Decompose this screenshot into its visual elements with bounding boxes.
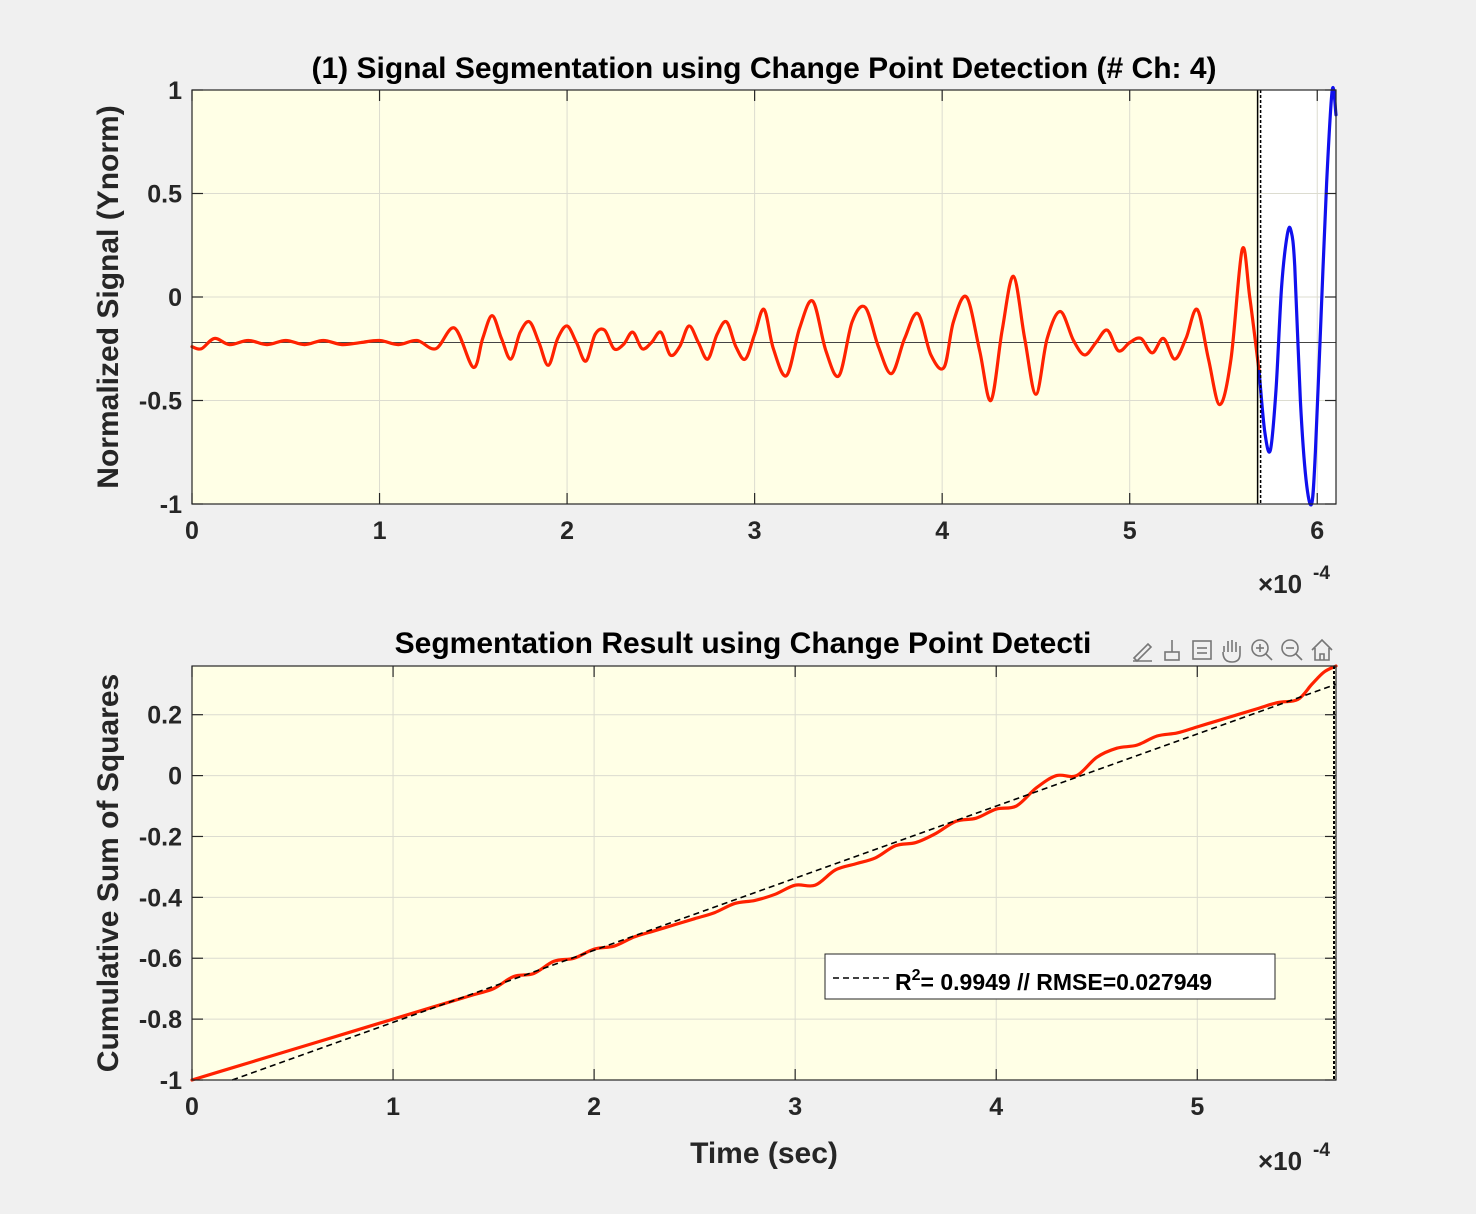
legend-label-sup: 2 <box>912 967 921 984</box>
legend-label-r: R <box>895 969 912 995</box>
y-tick-label: 0 <box>168 763 182 791</box>
y-tick-label: 0.2 <box>147 702 182 730</box>
chart-title: (1) Signal Segmentation using Change Poi… <box>311 52 1216 85</box>
zoom-out-icon[interactable] <box>1281 639 1303 661</box>
x-tick-label: 2 <box>560 517 574 545</box>
x-tick-label: 4 <box>989 1093 1003 1121</box>
home-icon[interactable] <box>1311 638 1333 661</box>
legend: R2= 0.9949 // RMSE=0.027949 <box>824 953 1276 1000</box>
brush-body <box>1164 651 1180 661</box>
chart-title: Segmentation Result using Change Point D… <box>395 627 1092 660</box>
exponent-power: -4 <box>1313 1140 1330 1161</box>
x-tick-label: 1 <box>386 1093 400 1121</box>
x-exponent-label: ×10 -4 <box>1258 1140 1330 1176</box>
hand-shape <box>1222 640 1241 663</box>
series-line-0 <box>190 664 1338 1082</box>
axes-box <box>191 665 1337 1081</box>
segment-background <box>192 666 1336 1080</box>
axes-toolbar <box>1132 638 1333 663</box>
legend-label-rest: = 0.9949 // RMSE=0.027949 <box>921 969 1213 995</box>
top-axes: 0 1 2 3 4 5 6 1 0.5 0 -0.5 -1 (1) Signal Segmentatio… <box>92 52 1338 599</box>
lens <box>1251 639 1269 657</box>
x-tick-label: 0 <box>185 1093 199 1121</box>
exponent-base: ×10 <box>1258 569 1302 599</box>
y-tick-label: -0.5 <box>139 388 182 416</box>
linear-fit-line <box>231 683 1337 1081</box>
x-tick-label: 0 <box>185 517 199 545</box>
edit-shape <box>1132 642 1153 663</box>
home-shape <box>1311 638 1333 661</box>
lens <box>1281 639 1299 657</box>
series-line-0 <box>190 246 1261 407</box>
pan-hand-icon[interactable] <box>1222 640 1241 663</box>
edit-icon[interactable] <box>1132 642 1153 663</box>
x-tick-label: 5 <box>1123 517 1137 545</box>
x-exponent-label: ×10 -4 <box>1258 563 1330 599</box>
zoom-in-icon[interactable] <box>1251 639 1273 661</box>
y-axis-label: Cumulative Sum of Squares <box>92 674 125 1072</box>
x-tick-label: 6 <box>1310 517 1324 545</box>
y-tick-label: 1 <box>168 77 182 105</box>
x-axis-label: Time (sec) <box>690 1137 838 1170</box>
legend-box <box>824 953 1276 1000</box>
datatip-box <box>1192 640 1212 660</box>
x-tick-label: 1 <box>373 517 387 545</box>
legend-label: R2= 0.9949 // RMSE=0.027949 <box>895 967 1212 995</box>
y-tick-label: -0.4 <box>139 884 182 912</box>
series-line-1 <box>1257 86 1338 507</box>
x-tick-label: 4 <box>935 517 949 545</box>
exponent-power: -4 <box>1313 563 1330 584</box>
y-tick-label: 0 <box>168 284 182 312</box>
lens-handle <box>1265 653 1273 661</box>
y-tick-label: -1 <box>160 491 182 519</box>
x-tick-label: 3 <box>788 1093 802 1121</box>
y-tick-label: -0.2 <box>139 823 182 851</box>
datatip-icon[interactable] <box>1192 640 1212 660</box>
brush-icon[interactable] <box>1164 640 1180 661</box>
y-tick-label: -0.8 <box>139 1006 182 1034</box>
x-tick-label: 3 <box>748 517 762 545</box>
y-tick-label: -0.6 <box>139 945 182 973</box>
x-tick-label: 2 <box>587 1093 601 1121</box>
y-tick-label: -1 <box>160 1067 182 1095</box>
y-axis-label: Normalized Signal (Ynorm) <box>92 105 125 488</box>
lens-handle <box>1295 653 1303 661</box>
x-tick-label: 5 <box>1190 1093 1204 1121</box>
y-tick-label: 0.5 <box>147 181 182 209</box>
exponent-base: ×10 <box>1258 1146 1302 1176</box>
bottom-axes: 0 1 2 3 4 5 0.2 0 -0.2 -0.4 -0.6 -0.8 -1 Segmentation… <box>92 627 1338 1176</box>
